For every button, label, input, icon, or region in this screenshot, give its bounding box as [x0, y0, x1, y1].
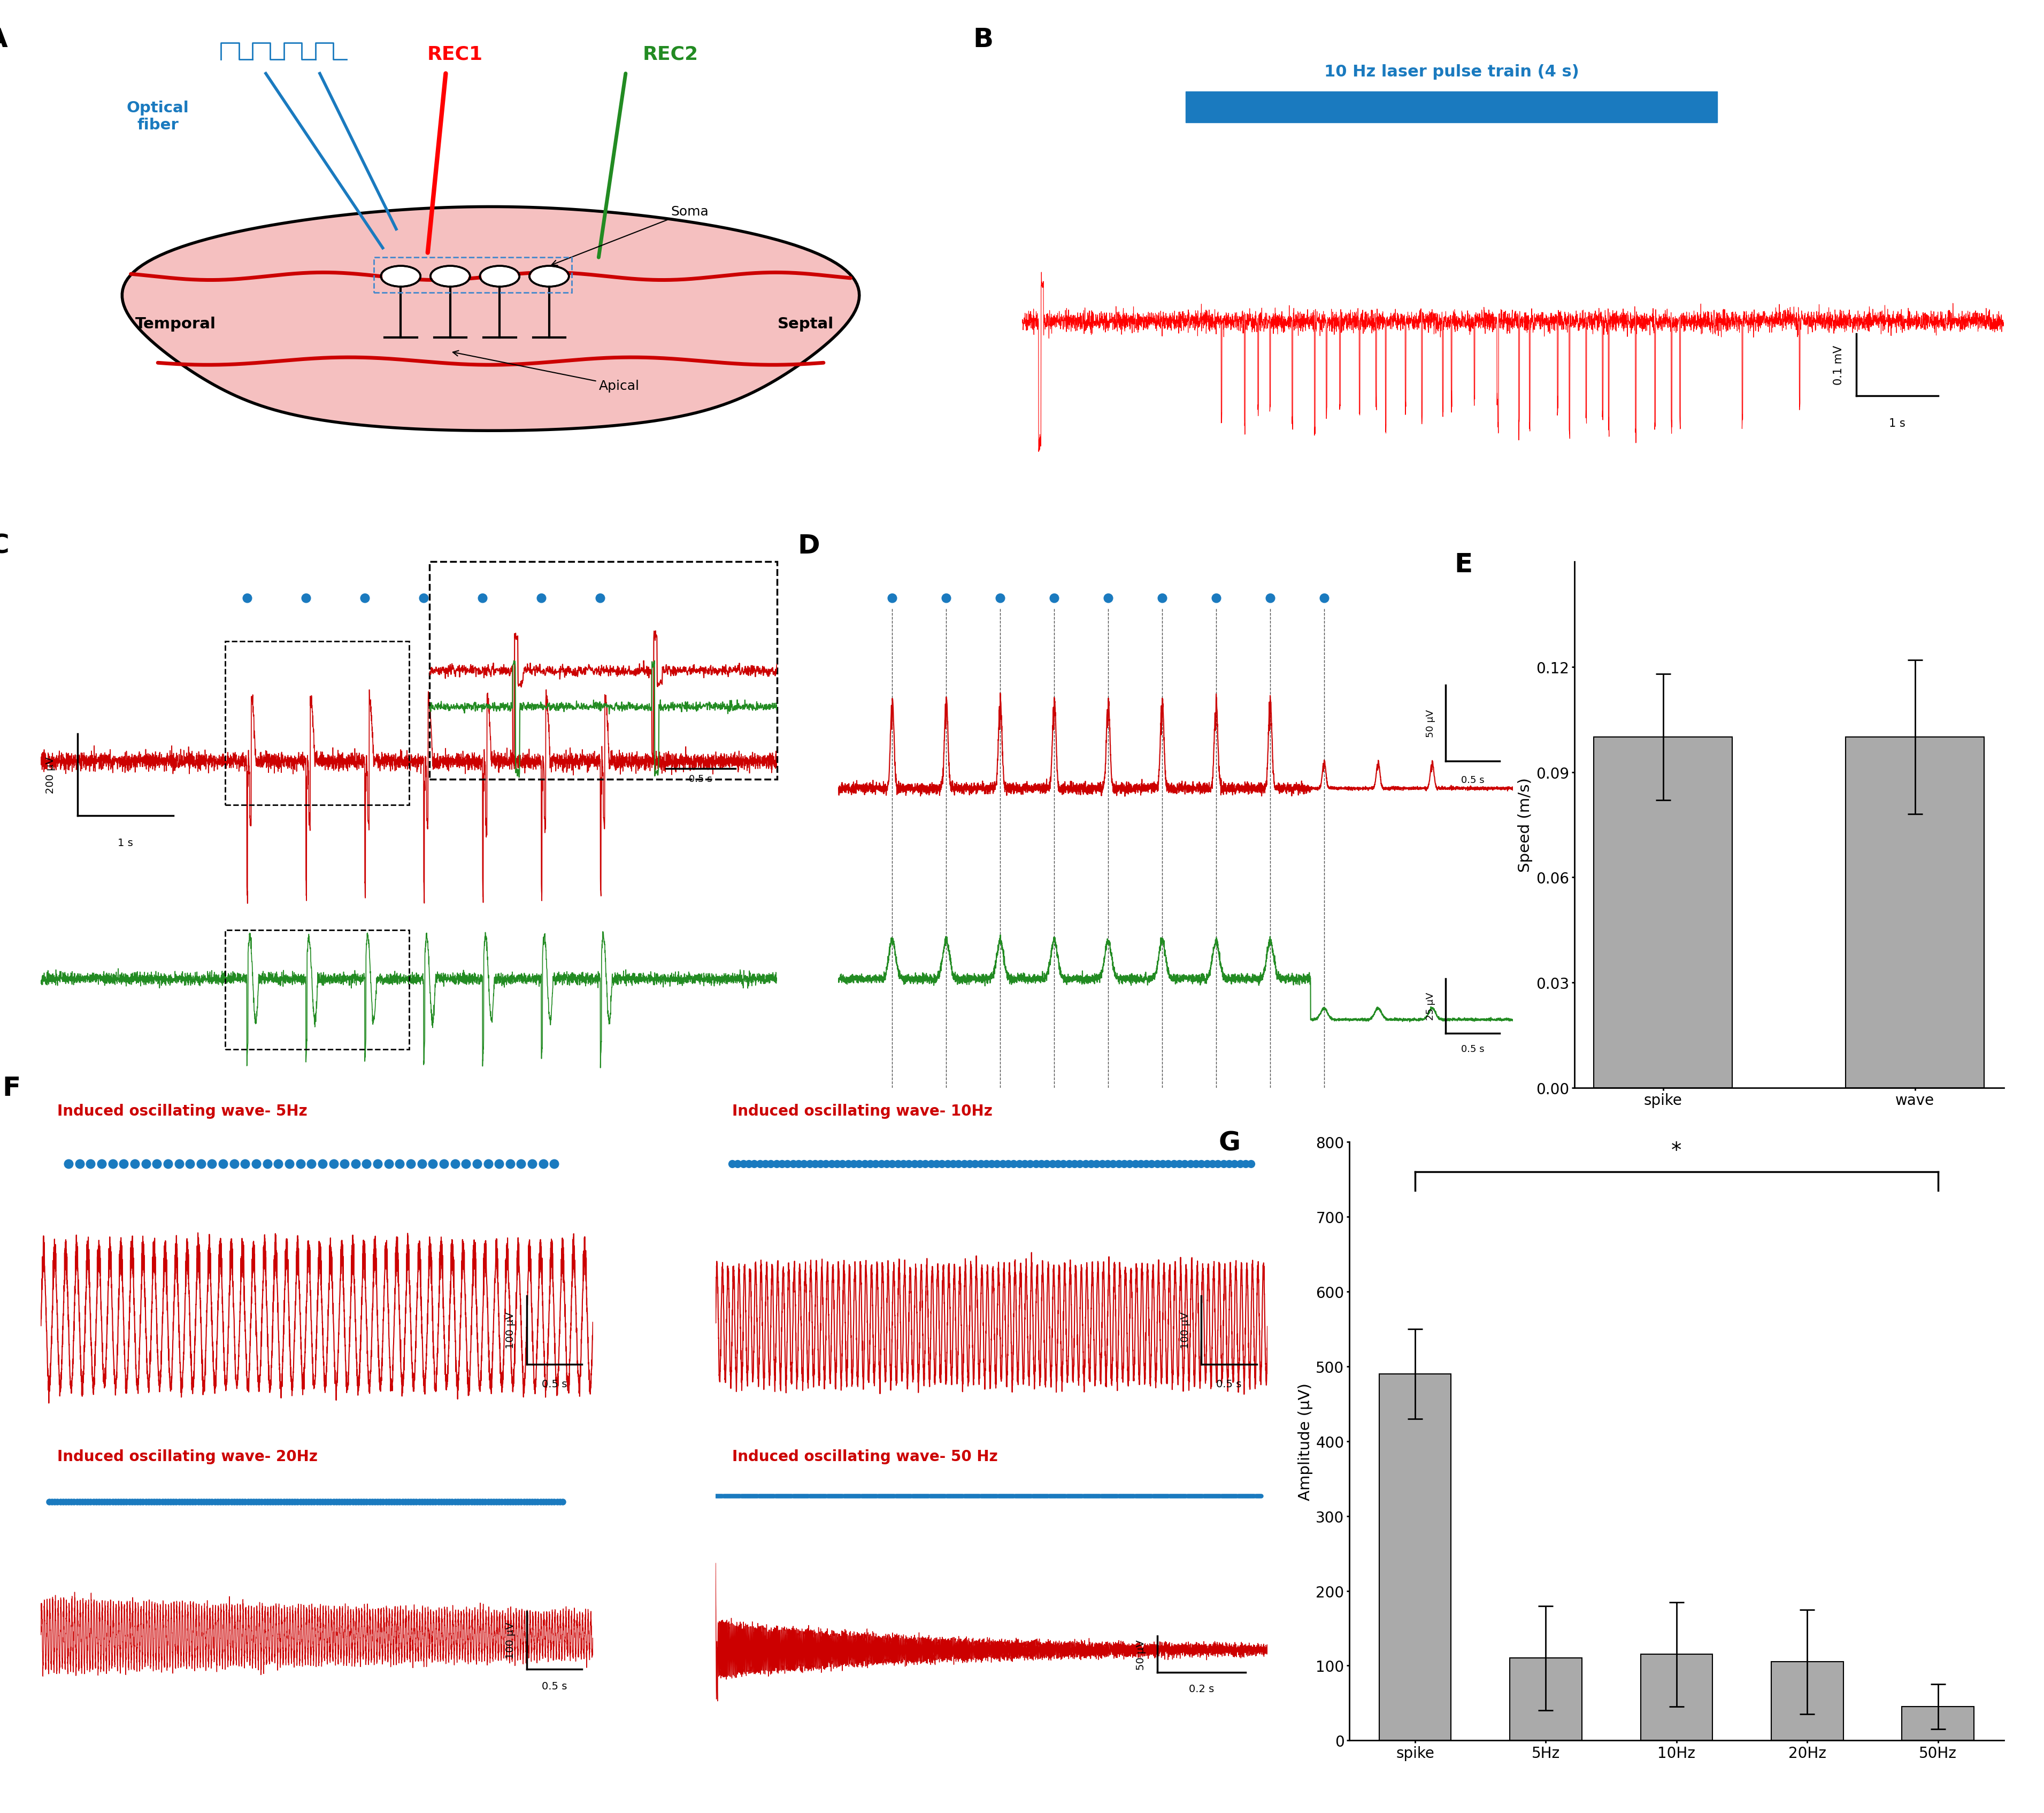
Y-axis label: Speed (m/s): Speed (m/s)	[1517, 778, 1533, 872]
Text: 0.5 s: 0.5 s	[1459, 776, 1484, 785]
Bar	[1508, 1659, 1582, 1740]
Text: 1 s: 1 s	[119, 838, 133, 848]
Text: Septal: Septal	[777, 317, 834, 332]
Text: 0.5 s: 0.5 s	[1216, 1380, 1241, 1389]
Circle shape	[482, 267, 517, 286]
Text: G: G	[1218, 1129, 1241, 1157]
Bar	[374, 257, 572, 294]
Text: A: A	[0, 27, 8, 53]
Text: 0.5 s: 0.5 s	[689, 774, 711, 783]
Text: *: *	[1670, 1140, 1682, 1160]
Bar	[429, 562, 777, 780]
Text: F: F	[2, 1075, 20, 1100]
Text: REC1: REC1	[427, 45, 482, 63]
Text: 0.2 s: 0.2 s	[1188, 1684, 1214, 1693]
Bar	[1380, 1374, 1451, 1740]
Text: 50 μV: 50 μV	[1136, 1639, 1147, 1670]
Text: Induced oscillating wave- 50 Hz: Induced oscillating wave- 50 Hz	[732, 1449, 997, 1465]
Text: 100 μV: 100 μV	[505, 1623, 515, 1659]
Bar	[225, 642, 409, 805]
Bar	[1901, 1706, 1972, 1740]
Text: Apical: Apical	[454, 352, 640, 392]
Text: C: C	[0, 533, 8, 558]
Text: 0.5 s: 0.5 s	[542, 1380, 566, 1389]
Bar	[1594, 738, 1731, 1088]
Bar	[1770, 1663, 1844, 1740]
Bar	[1639, 1655, 1713, 1740]
Text: 0.5 s: 0.5 s	[1459, 1044, 1484, 1053]
Text: D: D	[797, 533, 820, 558]
Text: Soma: Soma	[552, 205, 709, 267]
Y-axis label: Amplitude (μV): Amplitude (μV)	[1298, 1383, 1312, 1499]
Text: B: B	[973, 27, 993, 53]
PathPatch shape	[123, 207, 858, 431]
Text: 0.5 s: 0.5 s	[542, 1681, 566, 1692]
Bar	[225, 930, 409, 1050]
Text: E: E	[1453, 551, 1472, 577]
Text: Induced oscillating wave- 20Hz: Induced oscillating wave- 20Hz	[57, 1449, 317, 1463]
Text: 50 μV: 50 μV	[1425, 709, 1435, 738]
Circle shape	[531, 267, 566, 286]
Bar	[1846, 738, 1983, 1088]
Text: Temporal: Temporal	[135, 317, 217, 332]
Circle shape	[431, 267, 468, 286]
Text: Optical
fiber: Optical fiber	[127, 100, 188, 132]
Text: Induced oscillating wave- 5Hz: Induced oscillating wave- 5Hz	[57, 1104, 307, 1119]
Text: 200 μV: 200 μV	[45, 756, 55, 794]
Bar	[1186, 92, 1717, 123]
Text: 25 μV: 25 μV	[1425, 992, 1435, 1021]
Text: 10 Hz laser pulse train (4 s): 10 Hz laser pulse train (4 s)	[1325, 63, 1578, 80]
Text: Induced oscillating wave- 10Hz: Induced oscillating wave- 10Hz	[732, 1104, 991, 1119]
Text: 0.1 mV: 0.1 mV	[1833, 344, 1844, 384]
Text: REC2: REC2	[642, 45, 699, 63]
Text: 100 μV: 100 μV	[505, 1313, 515, 1349]
Circle shape	[382, 267, 419, 286]
Text: 1 s: 1 s	[1889, 419, 1905, 430]
Text: 100 μV: 100 μV	[1179, 1313, 1190, 1349]
